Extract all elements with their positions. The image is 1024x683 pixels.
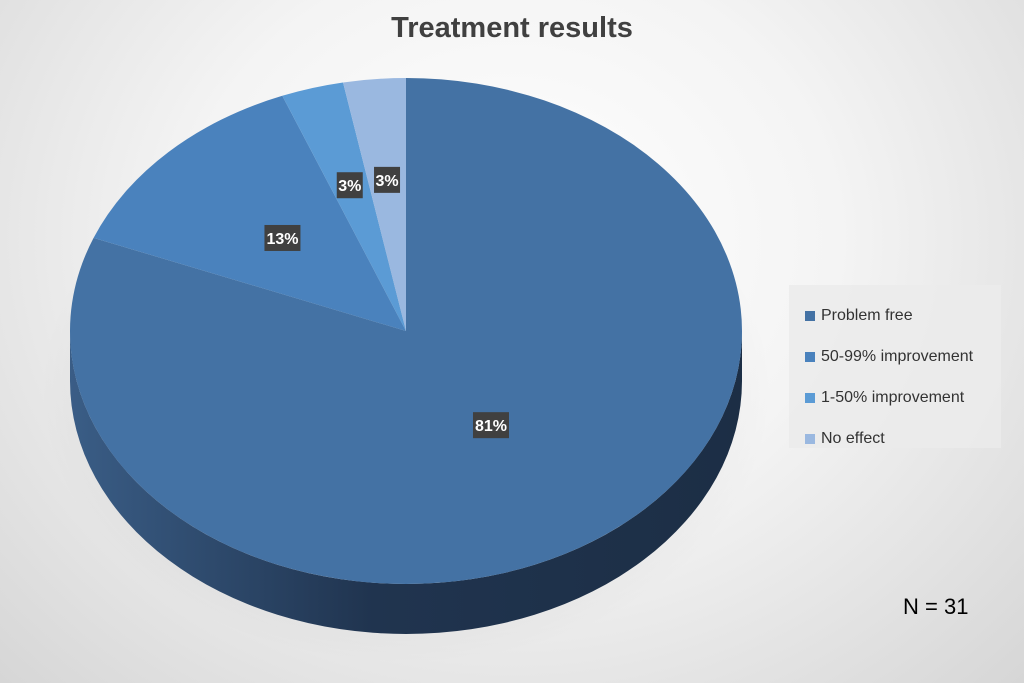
legend-label: 1-50% improvement — [821, 388, 965, 406]
pie-side-wall-path — [70, 331, 742, 634]
pie-slice-problem-free — [70, 78, 742, 585]
data-label-text: 3% — [338, 178, 361, 195]
legend-item: 1-50% improvement — [805, 377, 1001, 418]
data-label-box — [374, 166, 401, 193]
legend-label: Problem free — [821, 306, 913, 324]
legend-label: No effect — [821, 429, 885, 447]
legend-item: 50-99% improvement — [805, 336, 1001, 377]
data-label-box — [336, 172, 363, 199]
data-label: 13% — [264, 224, 301, 251]
data-label: 81% — [472, 412, 509, 439]
legend-swatch — [805, 310, 815, 321]
pie-slice-50-99-improvement — [93, 95, 407, 332]
pie-slices — [70, 78, 742, 585]
pie-slice-1-50-improvement — [282, 82, 406, 331]
data-label-text: 81% — [475, 418, 507, 435]
chart-title: Treatment results — [391, 12, 633, 44]
data-label: 3% — [374, 166, 401, 193]
legend-swatch — [805, 392, 815, 403]
pie-data-labels: 81% 13% 3% 3% — [264, 166, 509, 439]
data-label: 3% — [336, 172, 363, 199]
data-label-text: 3% — [375, 173, 398, 190]
legend-label: 50-99% improvement — [821, 347, 974, 365]
legend-item: Problem free — [805, 295, 1001, 336]
data-label-text: 13% — [266, 231, 298, 248]
data-label-box — [264, 224, 301, 251]
data-label-box — [472, 412, 509, 439]
legend-swatch — [805, 351, 815, 362]
legend-item: No effect — [805, 418, 1001, 459]
legend: Problem free 50-99% improvement 1-50% impr… — [789, 285, 1001, 448]
legend-swatch — [805, 433, 815, 444]
sample-size-annotation: N = 31 — [903, 594, 969, 619]
pie-side-wall — [70, 331, 742, 634]
pie-slice-no-effect — [343, 78, 406, 331]
